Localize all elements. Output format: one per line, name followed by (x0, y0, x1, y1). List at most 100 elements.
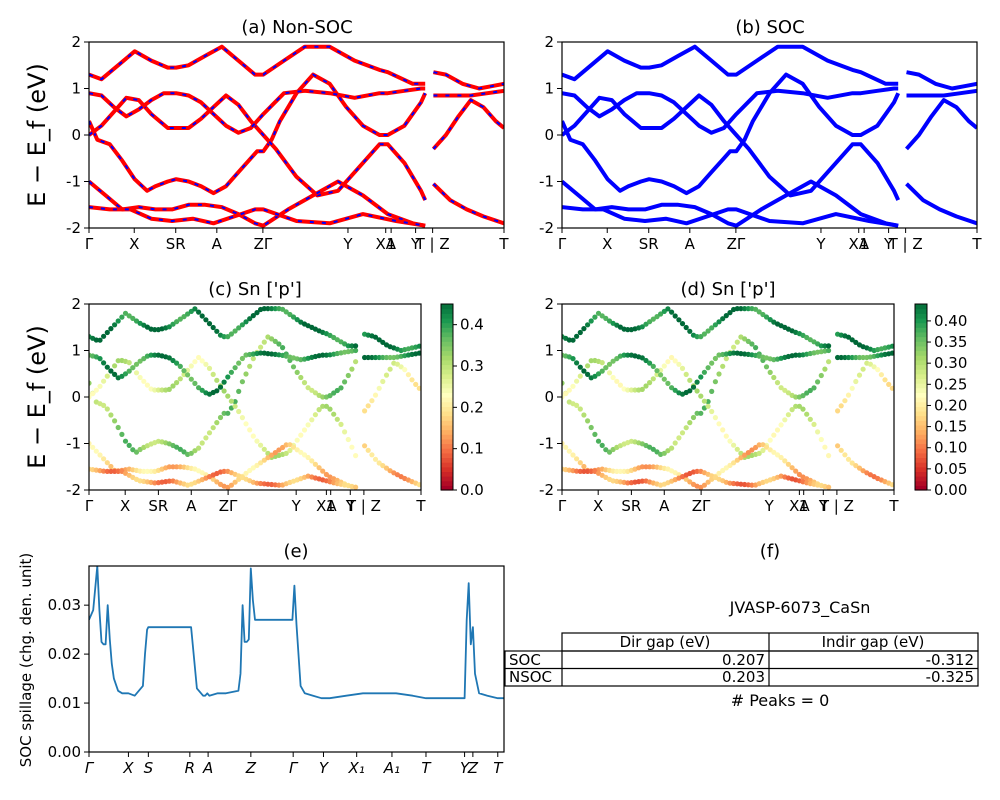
colorbar-cell (915, 369, 927, 375)
colorbar-cell (915, 443, 927, 449)
scatter-point (562, 440, 565, 447)
scatter-point (778, 385, 784, 391)
band-line-5 (562, 205, 899, 228)
scatter-point (214, 420, 220, 426)
scatter-point (199, 440, 205, 446)
spillage-line (89, 566, 504, 700)
y-tick-label: 0 (71, 126, 81, 144)
scatter-point (585, 322, 591, 328)
y-tick-label: -1 (539, 435, 554, 453)
x-tick-label: 1 (799, 497, 809, 515)
axes-frame (561, 41, 978, 229)
scatter-point (112, 418, 118, 424)
scatter-point (734, 446, 740, 452)
scatter-point (654, 368, 660, 374)
scatter-point (93, 387, 99, 393)
scatter-point (694, 468, 700, 474)
scatter-point (723, 356, 729, 362)
scatter-point (101, 402, 107, 408)
scatter-point (130, 365, 136, 371)
colorbar-tick-label: 0.1 (460, 440, 484, 458)
scatter-point (679, 430, 686, 436)
scatter-point (882, 377, 888, 383)
colorbar-cell (441, 438, 453, 445)
scatter-point (577, 468, 583, 474)
scatter-point (639, 386, 645, 392)
scatter-point (89, 440, 92, 447)
scatter-point (585, 371, 591, 377)
scatter-point (372, 456, 379, 462)
scatter-point (243, 470, 249, 476)
scatter-point (835, 443, 841, 449)
scatter-point (753, 306, 759, 312)
scatter-point (298, 374, 304, 381)
colorbar-cell (915, 359, 927, 366)
scatter-point (690, 384, 697, 390)
scatter-point (353, 359, 359, 365)
scatter-point (822, 444, 828, 450)
scatter-point (727, 438, 733, 444)
scatter-point (577, 406, 583, 412)
scatter-point (141, 378, 147, 384)
scatter-point (104, 468, 110, 474)
scatter-point (97, 383, 103, 389)
scatter-point (683, 324, 689, 331)
scatter-point (694, 410, 700, 416)
scatter-point (170, 464, 176, 470)
scatter-point (174, 380, 180, 386)
scatter-point (214, 388, 220, 394)
scatter-point (192, 306, 198, 312)
scatter-point (362, 408, 368, 414)
x-tick-label: Z (467, 759, 479, 777)
scatter-point (298, 449, 304, 455)
scatter-point (372, 354, 379, 361)
scatter-point (305, 385, 311, 391)
table-caption: JVASP-6073_CaSn (729, 598, 871, 618)
scatter-point (141, 468, 147, 474)
scatter-point (280, 306, 286, 312)
scatter-point (778, 422, 784, 428)
panel-e-spillage-plot: 0.000.010.020.03Γ X S R A Z Γ Y X₁ A₁ T YZ T (48, 565, 505, 777)
scatter-point (112, 322, 118, 328)
scatter-point (860, 366, 866, 372)
scatter-point (720, 427, 726, 433)
scatter-point (756, 309, 762, 315)
colorbar-cell (441, 410, 453, 417)
scatter-point (170, 357, 176, 364)
scatter-point (316, 465, 322, 471)
scatter-point (585, 363, 591, 369)
scatter-point (232, 403, 238, 409)
scatter-point (811, 385, 817, 391)
scatter-point (203, 317, 209, 323)
scatter-point (104, 373, 110, 379)
scatter-point (712, 415, 719, 421)
x-tick-label: T | Z (819, 497, 854, 515)
colorbar-cell (441, 345, 453, 352)
scatter-point (413, 381, 419, 387)
scatter-point (199, 313, 205, 319)
colorbar-cell (441, 304, 453, 310)
scatter-point (566, 387, 572, 393)
scatter-point (372, 392, 379, 398)
colorbar-frame (440, 303, 454, 491)
scatter-point (577, 329, 583, 336)
scatter-point (845, 456, 852, 462)
scatter-point (698, 410, 704, 416)
scatter-point (101, 456, 107, 462)
scatter-point (669, 309, 675, 315)
colorbar-cell (441, 327, 453, 333)
scatter-point (108, 468, 114, 474)
axes-frame (88, 565, 505, 753)
x-tick-label: Γ (85, 759, 95, 777)
scatter-point (258, 350, 264, 356)
scatter-point (185, 372, 191, 378)
scatter-point (793, 403, 799, 409)
scatter-point (280, 345, 286, 351)
scatter-point (585, 418, 591, 424)
colorbar-cell (915, 387, 927, 393)
colorbar-cell (915, 317, 927, 324)
spillage-ylabel: SOC spillage (chg. den. unit) (17, 553, 35, 768)
scatter-point (745, 306, 751, 312)
scatter-point (760, 447, 766, 454)
